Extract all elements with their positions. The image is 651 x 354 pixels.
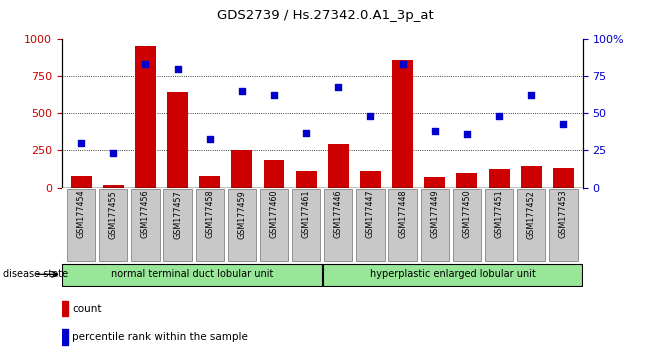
Text: GSM177449: GSM177449 — [430, 190, 439, 239]
Text: GDS2739 / Hs.27342.0.A1_3p_at: GDS2739 / Hs.27342.0.A1_3p_at — [217, 9, 434, 22]
FancyBboxPatch shape — [67, 189, 95, 261]
Text: GSM177454: GSM177454 — [77, 190, 86, 239]
FancyBboxPatch shape — [549, 189, 577, 261]
Point — [140, 61, 150, 67]
Bar — [62, 329, 68, 345]
Text: GSM177447: GSM177447 — [366, 190, 375, 239]
FancyBboxPatch shape — [485, 189, 513, 261]
Text: GSM177450: GSM177450 — [462, 190, 471, 239]
Text: GSM177453: GSM177453 — [559, 190, 568, 239]
FancyBboxPatch shape — [163, 189, 192, 261]
Text: normal terminal duct lobular unit: normal terminal duct lobular unit — [111, 269, 273, 279]
Bar — [360, 171, 381, 188]
Bar — [167, 92, 188, 188]
Bar — [424, 177, 445, 188]
FancyBboxPatch shape — [195, 189, 224, 261]
FancyBboxPatch shape — [452, 189, 481, 261]
Point — [76, 140, 87, 146]
FancyBboxPatch shape — [356, 189, 385, 261]
FancyBboxPatch shape — [228, 189, 256, 261]
Point — [269, 93, 279, 98]
Text: GSM177446: GSM177446 — [334, 190, 343, 238]
Text: percentile rank within the sample: percentile rank within the sample — [72, 332, 248, 342]
Point — [333, 84, 344, 89]
FancyBboxPatch shape — [389, 189, 417, 261]
Point — [204, 136, 215, 141]
Bar — [456, 173, 477, 188]
Point — [108, 150, 118, 156]
Text: GSM177451: GSM177451 — [495, 190, 504, 239]
Text: disease state: disease state — [3, 269, 68, 279]
Point — [494, 113, 505, 119]
Bar — [328, 144, 349, 188]
Bar — [489, 169, 510, 188]
Text: hyperplastic enlarged lobular unit: hyperplastic enlarged lobular unit — [370, 269, 535, 279]
FancyBboxPatch shape — [421, 189, 449, 261]
Bar — [231, 150, 253, 188]
FancyBboxPatch shape — [132, 189, 159, 261]
Text: GSM177457: GSM177457 — [173, 190, 182, 239]
Bar — [553, 167, 574, 188]
Point — [301, 130, 311, 136]
Point — [397, 61, 408, 67]
Bar — [103, 185, 124, 188]
Bar — [392, 61, 413, 188]
Point — [558, 121, 568, 126]
FancyBboxPatch shape — [324, 189, 352, 261]
FancyBboxPatch shape — [517, 189, 546, 261]
Text: GSM177459: GSM177459 — [238, 190, 246, 239]
Text: GSM177452: GSM177452 — [527, 190, 536, 239]
Text: GSM177458: GSM177458 — [205, 190, 214, 239]
Text: GSM177455: GSM177455 — [109, 190, 118, 239]
Bar — [296, 171, 316, 188]
Bar — [135, 46, 156, 188]
Text: GSM177460: GSM177460 — [270, 190, 279, 238]
Text: count: count — [72, 303, 102, 314]
Text: GSM177461: GSM177461 — [301, 190, 311, 238]
Bar — [521, 166, 542, 188]
Point — [462, 131, 472, 137]
Point — [173, 66, 183, 72]
Text: GSM177456: GSM177456 — [141, 190, 150, 239]
FancyBboxPatch shape — [62, 264, 322, 285]
FancyBboxPatch shape — [260, 189, 288, 261]
Bar — [62, 301, 68, 316]
FancyBboxPatch shape — [292, 189, 320, 261]
Bar — [264, 160, 284, 188]
Text: GSM177448: GSM177448 — [398, 190, 407, 238]
Bar — [199, 176, 220, 188]
Bar — [71, 176, 92, 188]
Point — [430, 128, 440, 134]
Point — [365, 113, 376, 119]
FancyBboxPatch shape — [99, 189, 128, 261]
Point — [526, 93, 536, 98]
FancyBboxPatch shape — [322, 264, 582, 285]
Point — [237, 88, 247, 94]
